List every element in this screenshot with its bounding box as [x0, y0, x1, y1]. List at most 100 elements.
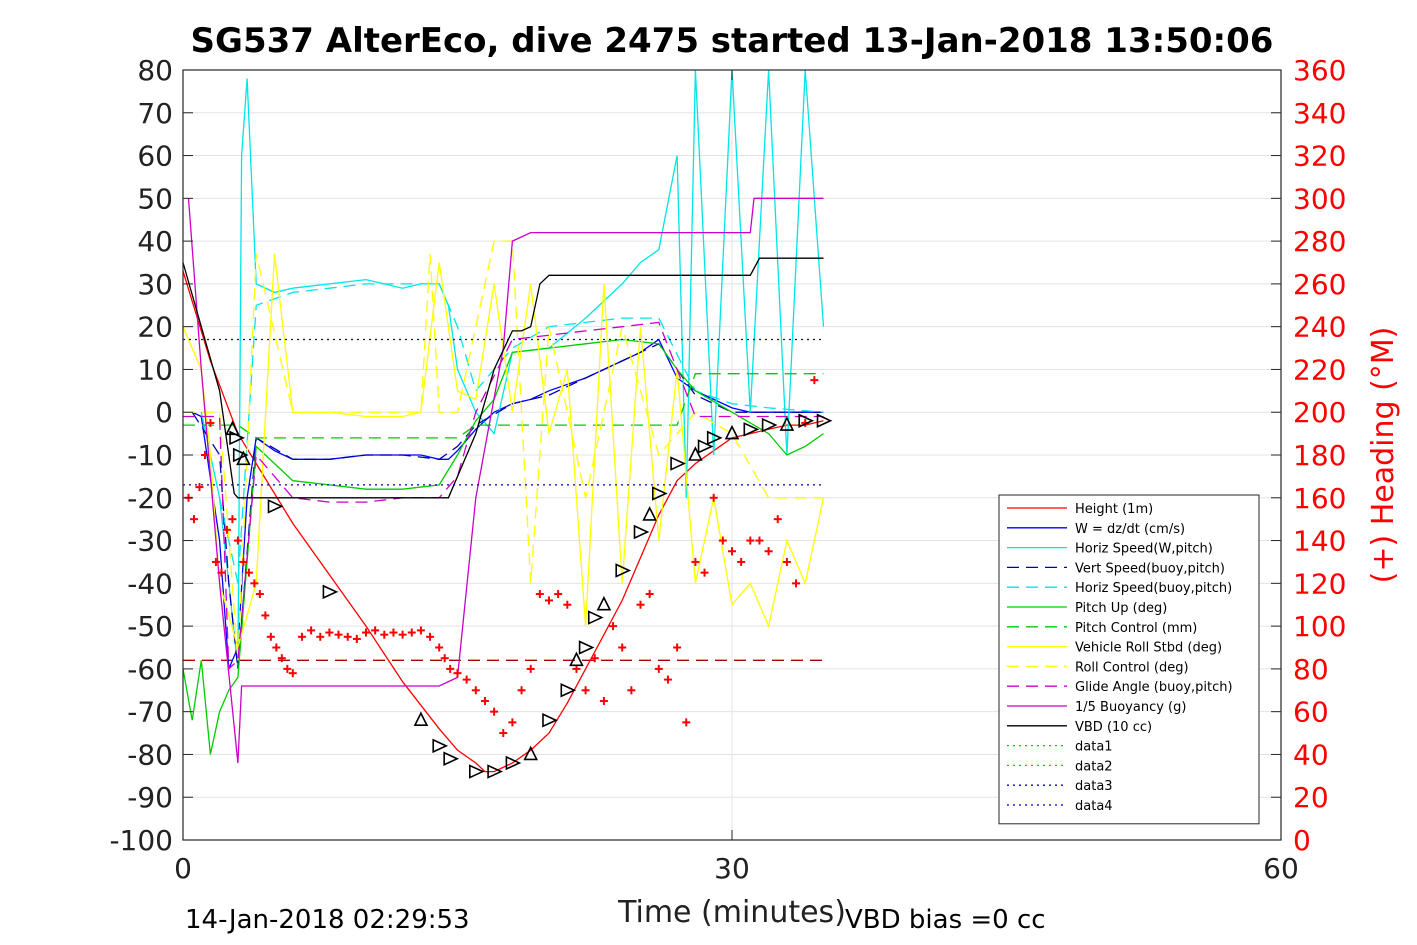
heading-point: [277, 654, 286, 663]
depth-marker: [651, 486, 668, 501]
legend-label: 1/5 Buoyancy (g): [1075, 700, 1186, 715]
heading-point: [609, 622, 618, 631]
depth-marker: [225, 420, 240, 436]
depth-marker: [697, 439, 714, 454]
series-w-dz-dt-cm-s: [191, 338, 824, 670]
x-axis-label: Time (minutes): [617, 895, 846, 930]
series-horiz-speed-w-pitch: [200, 69, 825, 669]
depth-marker: [642, 506, 657, 521]
depth-marker: [688, 446, 703, 461]
heading-point: [663, 675, 672, 684]
y2-tick-label: 260: [1293, 268, 1346, 301]
markers: [184, 376, 833, 779]
depth-marker: [542, 712, 558, 728]
right-axis-label: (+) Heading (°M): [1366, 327, 1401, 584]
y2-tick-label: 280: [1293, 225, 1346, 258]
heading-point: [462, 675, 471, 684]
heading-point: [407, 628, 416, 637]
legend: Height (1m) W = dz/dt (cm/s) Horiz Speed(W…: [998, 494, 1260, 825]
heading-point: [206, 418, 215, 427]
y2-tick-label: 60: [1293, 696, 1329, 729]
heading-point: [755, 536, 764, 545]
legend-label: data2: [1075, 759, 1113, 774]
depth-marker: [413, 711, 429, 727]
heading-point: [654, 664, 663, 673]
legend-label: Vehicle Roll Stbd (deg): [1075, 641, 1222, 656]
heading-point: [636, 600, 645, 609]
series-horiz-speed-buoy-pitch: [218, 283, 824, 584]
heading-point: [211, 557, 220, 566]
heading-point: [599, 696, 608, 705]
depth-marker: [816, 413, 833, 429]
footer-timestamp: 14-Jan-2018 02:29:53: [185, 905, 470, 935]
y2-tick-label: 200: [1293, 396, 1346, 429]
legend-label: data4: [1075, 799, 1113, 814]
heading-point: [222, 525, 231, 534]
y-tick-label: 10: [137, 353, 173, 386]
legend-label: Roll Control (deg): [1075, 660, 1189, 675]
heading-point: [325, 628, 334, 637]
y2-tick-label: 100: [1293, 610, 1346, 643]
heading-point: [471, 686, 480, 695]
legend-label: Height (1m): [1075, 502, 1153, 517]
legend-label: Horiz Speed(W,pitch): [1075, 542, 1213, 557]
depth-marker: [236, 450, 251, 466]
y-tick-label: -20: [127, 482, 173, 515]
heading-point: [352, 634, 361, 643]
series-vert-speed-buoy-pitch: [191, 342, 824, 669]
heading-point: [389, 628, 398, 637]
heading-point: [709, 493, 718, 502]
y2-tick-label: 180: [1293, 439, 1346, 472]
x-axis-ticks: 0 30 60: [174, 70, 1299, 885]
depth-marker: [587, 610, 604, 625]
y-tick-label: -90: [127, 781, 173, 814]
series-vehicle-roll-stbd-deg: [182, 253, 825, 650]
heading-point: [590, 654, 599, 663]
series-lines: [182, 69, 825, 773]
y-tick-label: -80: [127, 738, 173, 771]
legend-label: Horiz Speed(buoy,pitch): [1075, 581, 1232, 596]
heading-point: [343, 632, 352, 641]
y2-tick-label: 40: [1293, 738, 1329, 771]
y-tick-label: 80: [137, 54, 173, 87]
heading-point: [334, 630, 343, 639]
heading-point: [266, 632, 275, 641]
y-tick-label: -60: [127, 653, 173, 686]
y-tick-label: 0: [155, 396, 173, 429]
heading-point: [764, 547, 773, 556]
heading-point: [307, 626, 316, 635]
depth-marker: [706, 430, 723, 446]
y2-tick-label: 140: [1293, 525, 1346, 558]
y-tick-label: 30: [137, 268, 173, 301]
depth-marker: [229, 430, 245, 446]
heading-point: [228, 515, 237, 524]
y2-tick-label: 340: [1293, 97, 1346, 130]
heading-point: [250, 579, 259, 588]
heading-point: [200, 451, 209, 459]
heading-point: [416, 626, 425, 635]
series-1-5-buoyancy-g: [187, 197, 824, 764]
y-tick-label: 70: [137, 97, 173, 130]
y2-tick-label: 300: [1293, 182, 1346, 215]
depth-marker: [468, 764, 485, 779]
legend-label: Vert Speed(buoy,pitch): [1075, 561, 1225, 576]
depth-marker: [523, 745, 538, 761]
depth-marker: [724, 424, 740, 440]
heading-point: [572, 664, 581, 673]
y-tick-label: 60: [137, 140, 173, 173]
heading-point: [728, 547, 736, 556]
legend-label: VBD (10 cc): [1075, 720, 1152, 735]
depth-marker: [443, 751, 460, 766]
heading-point: [773, 515, 782, 524]
depth-marker: [615, 563, 632, 578]
x-tick-label: 60: [1263, 852, 1299, 885]
y-tick-label: -40: [127, 567, 173, 600]
depth-marker: [267, 499, 284, 514]
y-tick-label: -70: [127, 696, 173, 729]
series-vbd-10-cc: [182, 257, 824, 499]
heading-point: [554, 590, 563, 599]
legend-label: Pitch Up (deg): [1075, 601, 1167, 616]
depth-marker: [560, 683, 577, 698]
y2-tick-label: 240: [1293, 311, 1346, 344]
heading-point: [195, 483, 204, 492]
